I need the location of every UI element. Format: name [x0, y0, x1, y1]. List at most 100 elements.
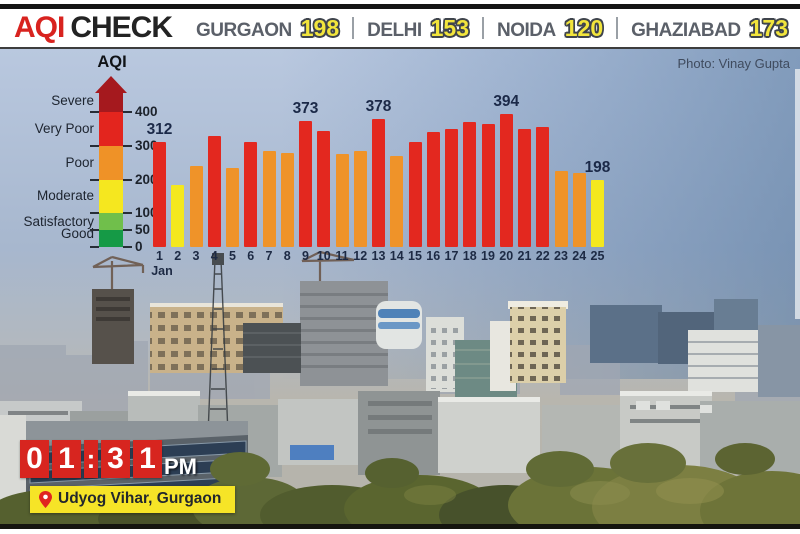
city-aqi-value: 198	[300, 14, 340, 41]
legend-tick-right	[123, 212, 132, 215]
bar-day-19	[481, 123, 495, 247]
legend-band-label: Severe	[51, 92, 94, 108]
bar-day-4	[207, 135, 221, 247]
clock-digit-tile: 3	[101, 440, 130, 478]
x-tick-label: 16	[426, 249, 441, 263]
legend-band-label: Poor	[65, 154, 94, 170]
x-tick-label: 2	[174, 249, 182, 263]
bar-day-18	[463, 122, 477, 247]
legend-tick-left	[90, 178, 99, 181]
x-tick-label: 10	[316, 249, 331, 263]
city-aqi-item: GHAZIABAD 173	[631, 15, 788, 42]
legend-title: AQI	[97, 53, 127, 71]
bar-day-24	[572, 172, 586, 247]
bar-day-23	[554, 171, 568, 247]
city-divider	[616, 17, 619, 39]
legend-tick-value: 0	[135, 239, 143, 254]
bar-day-12	[353, 150, 367, 247]
legend-band-satisfactory	[99, 213, 123, 231]
bar-day-3	[189, 166, 203, 247]
page-title: AQI CHECK	[14, 11, 173, 45]
bottom-black-bar	[0, 524, 800, 529]
bar-day-9	[299, 121, 312, 247]
top-black-bar	[0, 4, 800, 9]
x-tick-label: 18	[462, 249, 477, 263]
bar-day-17	[445, 128, 458, 247]
bar-day-20	[499, 114, 513, 247]
bar-day-1	[153, 141, 166, 247]
aqi-scale-legend: AQI Severe Very Poor Poor Moderate Satisfact…	[0, 49, 175, 284]
legend-band-good	[99, 230, 123, 247]
x-tick-label: 5	[229, 249, 236, 263]
bar-day-7	[262, 150, 276, 247]
location-pin-icon	[39, 490, 52, 508]
bar-value-label: 378	[365, 98, 392, 116]
city-name: DELHI	[367, 19, 422, 41]
legend-tick-right	[123, 178, 132, 181]
photo-credit: Photo: Vinay Gupta	[677, 56, 790, 71]
city-aqi-value: 153	[430, 14, 469, 41]
bar-day-11	[335, 154, 349, 247]
bar-day-21	[518, 128, 531, 247]
x-tick-label: 8	[283, 249, 291, 263]
legend-tick-value: 50	[135, 222, 151, 238]
city-aqi-value: 120	[564, 14, 604, 41]
legend-tick-left	[90, 111, 99, 113]
legend-tick-left	[90, 229, 99, 232]
page-title-check: CHECK	[70, 11, 173, 44]
header-divider	[0, 47, 800, 49]
bar-value-label: 198	[584, 159, 611, 177]
city-aqi-value: 173	[749, 14, 788, 41]
bar-day-16	[426, 132, 440, 247]
clock-digit-tile: 1	[52, 440, 81, 478]
bar-day-22	[536, 127, 550, 247]
x-axis-month-label: Jan	[151, 264, 173, 278]
legend-band-label: Very Poor	[34, 120, 94, 136]
x-tick-label: 1	[156, 249, 163, 263]
city-divider	[352, 17, 355, 39]
x-tick-label: 25	[590, 249, 605, 263]
legend-band-poor	[99, 145, 123, 180]
x-tick-label: 24	[572, 249, 587, 263]
clock-digit-tile: 0	[20, 440, 49, 478]
bar-day-6	[244, 142, 258, 247]
x-tick-label: 3	[192, 249, 200, 263]
legend-tick-right	[123, 229, 132, 232]
bar-day-25	[591, 180, 604, 247]
page-title-aqi: AQI	[14, 11, 65, 44]
legend-band-label: Moderate	[36, 188, 94, 204]
city-aqi-list: GURGAON 198 DELHI 153 NOIDA 120 GHAZIABAD 173	[196, 15, 788, 42]
x-tick-label: 19	[481, 249, 495, 263]
bar-day-10	[317, 130, 331, 247]
city-name: NOIDA	[497, 19, 556, 41]
x-tick-label: 7	[265, 249, 273, 263]
bar-day-8	[280, 152, 294, 247]
legend-tick-left	[90, 246, 99, 248]
legend-tick-right	[123, 144, 132, 147]
legend-tick-left	[90, 212, 99, 215]
x-tick-label: 9	[302, 249, 309, 263]
x-tick-label: 11	[335, 249, 349, 263]
x-tick-label: 13	[371, 249, 386, 263]
bar-day-15	[408, 142, 422, 247]
bar-day-13	[372, 119, 385, 247]
x-tick-label: 14	[389, 249, 404, 263]
legend-tick-right	[123, 246, 132, 248]
legend-band-severe	[99, 93, 123, 112]
bar-value-label: 373	[292, 100, 319, 118]
time-meridiem: PM	[164, 454, 197, 479]
x-tick-label: 22	[535, 249, 550, 263]
x-tick-label: 12	[353, 249, 368, 263]
bar-day-5	[226, 167, 239, 247]
legend-tick-value: 200	[135, 171, 158, 187]
legend-tick-right	[123, 111, 132, 113]
legend-tick-left	[90, 144, 99, 147]
city-aqi-item: GURGAON 198	[196, 15, 339, 42]
x-tick-label: 15	[408, 249, 422, 263]
x-tick-label: 6	[247, 249, 255, 263]
city-name: GHAZIABAD	[631, 19, 741, 41]
x-tick-label: 21	[517, 249, 532, 263]
bar-day-2	[171, 184, 185, 247]
